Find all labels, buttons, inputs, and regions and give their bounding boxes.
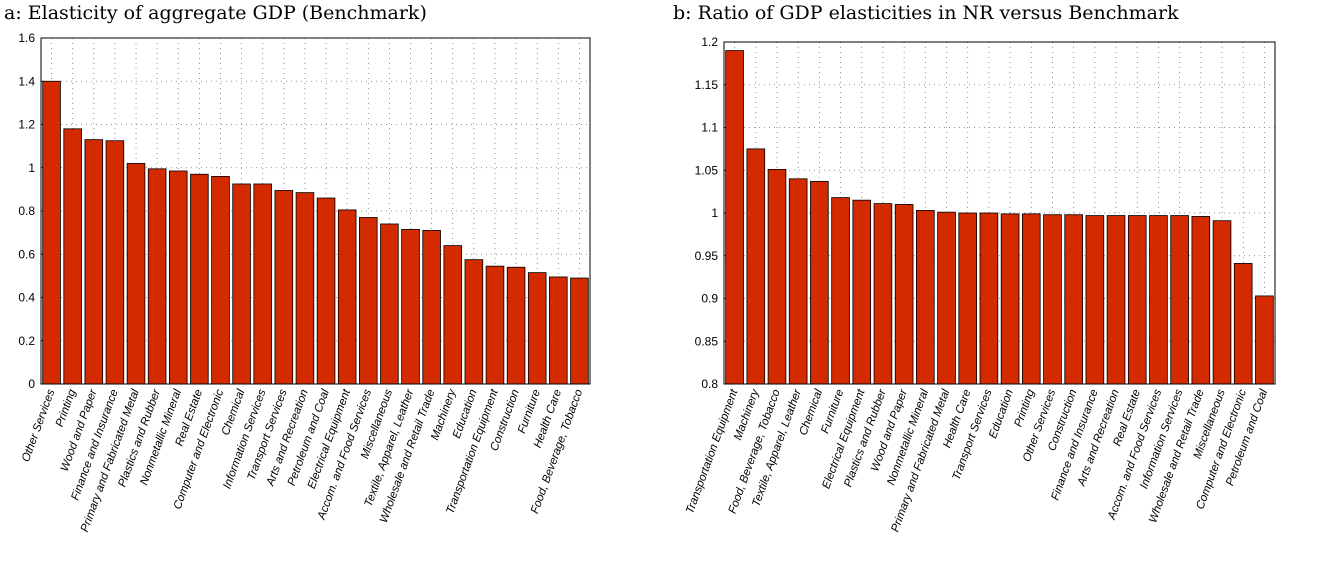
chart-b-ytick-label: 1.05 <box>695 163 719 177</box>
chart-a-bar <box>380 223 399 385</box>
chart-b-bar <box>979 212 999 385</box>
chart-a-bar <box>527 272 547 385</box>
chart-a-bar <box>105 140 125 385</box>
chart-a-bar <box>232 183 251 385</box>
chart-b-bar <box>937 211 956 385</box>
chart-a-ytick-label: 1.2 <box>18 118 35 132</box>
chart-b-bar <box>1064 214 1083 385</box>
chart-b-bar <box>1170 215 1189 385</box>
chart-b-bar <box>788 178 808 385</box>
chart-a-ytick-label: 1 <box>28 161 35 175</box>
chart-a-bar <box>42 80 61 385</box>
chart-b-bar <box>873 203 893 385</box>
chart-b-bar <box>746 148 766 385</box>
chart-a-ytick-label: 0.6 <box>18 247 35 261</box>
chart-a-bar <box>274 190 294 385</box>
chart-a-bar <box>190 173 209 385</box>
chart-a-bar <box>506 266 526 385</box>
chart-b-ytick-label: 1.15 <box>695 78 719 92</box>
chart-a-title: a: Elasticity of aggregate GDP (Benchmar… <box>4 2 427 24</box>
chart-b-bar <box>725 50 744 385</box>
chart-a-ytick-label: 0.4 <box>18 291 35 305</box>
chart-b-ytick-label: 1.1 <box>701 121 718 135</box>
chart-a-ytick-label: 0.8 <box>18 204 35 218</box>
chart-a-bar <box>337 209 357 385</box>
chart-a-bar <box>211 175 230 385</box>
chart-a-bar <box>316 197 336 385</box>
chart-b-bar <box>767 168 787 385</box>
chart-a-bar <box>464 259 484 385</box>
chart-b-bar <box>1085 215 1105 385</box>
chart-a-bar <box>168 170 188 385</box>
chart-a-bar <box>570 277 589 385</box>
chart-a-bar <box>63 128 82 385</box>
chart-b-bar <box>1149 215 1168 385</box>
chart-b-ytick-label: 1 <box>711 206 718 220</box>
chart-b-bar <box>852 199 872 385</box>
chart-a-bar <box>422 230 441 385</box>
chart-b-bar <box>958 212 978 385</box>
chart-a-bar <box>126 163 146 385</box>
chart-b-bar <box>1191 216 1211 385</box>
chart-a-bar <box>401 228 420 385</box>
chart-a-bar <box>253 183 272 385</box>
chart-a-category-label: Other Services <box>20 388 57 464</box>
chart-b-bar <box>831 197 850 385</box>
chart-a-bar <box>485 265 505 385</box>
chart-b-bar <box>810 180 829 385</box>
chart-b-bar <box>916 210 935 385</box>
chart-b-bar <box>1043 214 1062 385</box>
chart-b-bar <box>1106 215 1126 385</box>
chart-a-ytick-label: 1.6 <box>18 31 35 45</box>
chart-a-ytick-label: 1.4 <box>18 74 35 88</box>
chart-b-ytick-label: 0.85 <box>695 334 719 348</box>
chart-a-bar <box>549 276 568 385</box>
chart-a-axes-frame <box>40 37 591 385</box>
chart-b-bar <box>1212 220 1232 385</box>
chart-b-ytick-label: 0.9 <box>701 292 718 306</box>
chart-b-bar <box>1255 295 1274 385</box>
chart-b-axes-frame <box>723 41 1276 385</box>
chart-b-bar <box>1000 213 1020 385</box>
chart-b-bar <box>1233 263 1253 385</box>
chart-a-ytick-label: 0 <box>28 377 35 391</box>
chart-b-title: b: Ratio of GDP elasticities in NR versu… <box>673 2 1179 24</box>
chart-b-ytick-label: 0.8 <box>701 377 718 391</box>
chart-b-bar <box>1021 213 1041 385</box>
chart-b-ytick-label: 1.2 <box>701 35 718 49</box>
chart-a-bar <box>443 245 463 385</box>
chart-a-bar <box>147 168 167 385</box>
chart-a-bar <box>359 217 378 385</box>
chart-a-bar <box>295 192 315 385</box>
chart-a-bar <box>84 139 104 385</box>
chart-b-ytick-label: 0.95 <box>695 249 719 263</box>
chart-a-ytick-label: 0.2 <box>18 334 35 348</box>
chart-b-bar <box>1127 215 1147 385</box>
chart-b-bar <box>894 204 914 385</box>
